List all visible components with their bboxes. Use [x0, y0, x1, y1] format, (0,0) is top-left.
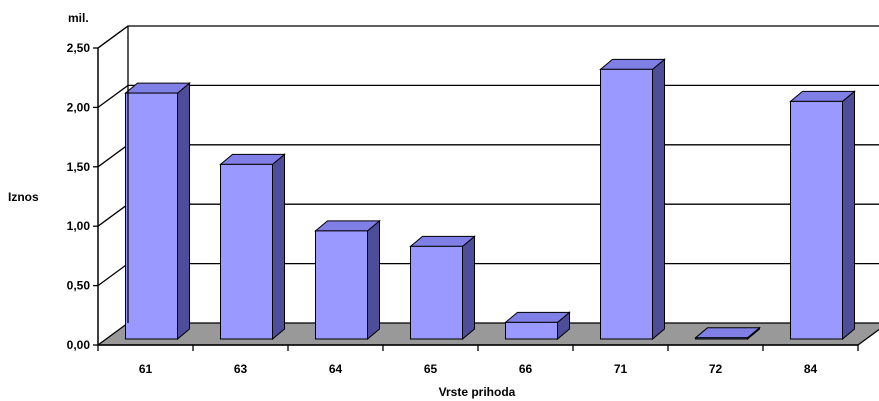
bar: [219, 153, 286, 341]
y-axis-label: Iznos: [8, 190, 39, 204]
y-tick-label: 0,50: [67, 279, 91, 293]
y-tick-label: 2,50: [67, 41, 91, 55]
chart-floor: [96, 322, 879, 346]
bar-front: [410, 245, 463, 340]
x-tick-label: 66: [519, 362, 533, 376]
side-wall-top: [97, 25, 129, 49]
bar-side: [842, 90, 855, 341]
bar-front: [315, 230, 368, 340]
x-tick-label: 65: [424, 362, 438, 376]
bar-side: [367, 219, 380, 341]
y-unit-label: mil.: [68, 11, 89, 25]
bar-side: [462, 235, 475, 341]
bar-front: [125, 92, 178, 340]
bar-top: [789, 90, 856, 102]
bars: [124, 58, 856, 341]
y-tick-label: 1,50: [67, 160, 91, 174]
bar-front: [790, 100, 843, 340]
y-tick-label: 0,00: [67, 338, 91, 352]
y-tick-labels: 0,00 0,50 1,00 1,50 2,00 2,50: [67, 41, 91, 352]
floor-plane: [96, 322, 879, 346]
bar-top: [504, 311, 571, 323]
x-tick-label: 71: [614, 362, 628, 376]
x-tick-labels: 61 63 64 65 66 71 72 84: [139, 362, 818, 376]
bar-top: [219, 153, 286, 165]
x-tick-label: 84: [804, 362, 818, 376]
bar: [504, 311, 571, 341]
bar-front: [220, 163, 273, 340]
bar-top: [694, 327, 761, 339]
bar: [789, 90, 856, 341]
y-tick-label: 2,00: [67, 100, 91, 114]
bar: [694, 326, 761, 341]
x-tick-label: 72: [709, 362, 723, 376]
x-axis-label: Vrste prihoda: [439, 385, 516, 399]
x-tick-label: 61: [139, 362, 153, 376]
bar: [409, 235, 476, 341]
y-tick-label: 1,00: [67, 219, 91, 233]
bar-top: [124, 82, 191, 94]
bar-front: [695, 337, 748, 340]
bar: [599, 58, 666, 341]
axes: [93, 25, 859, 351]
bar-front: [505, 321, 558, 340]
x-tick-label: 63: [234, 362, 248, 376]
bar: [314, 219, 381, 341]
bar-top: [409, 235, 476, 247]
x-tick-label: 64: [329, 362, 343, 376]
bar-side: [272, 153, 285, 341]
bar-top: [314, 220, 381, 232]
bar-side: [177, 82, 190, 341]
bar-side: [652, 58, 665, 341]
bar: [124, 82, 191, 341]
bar-top: [599, 58, 666, 70]
bar-front: [600, 68, 653, 340]
